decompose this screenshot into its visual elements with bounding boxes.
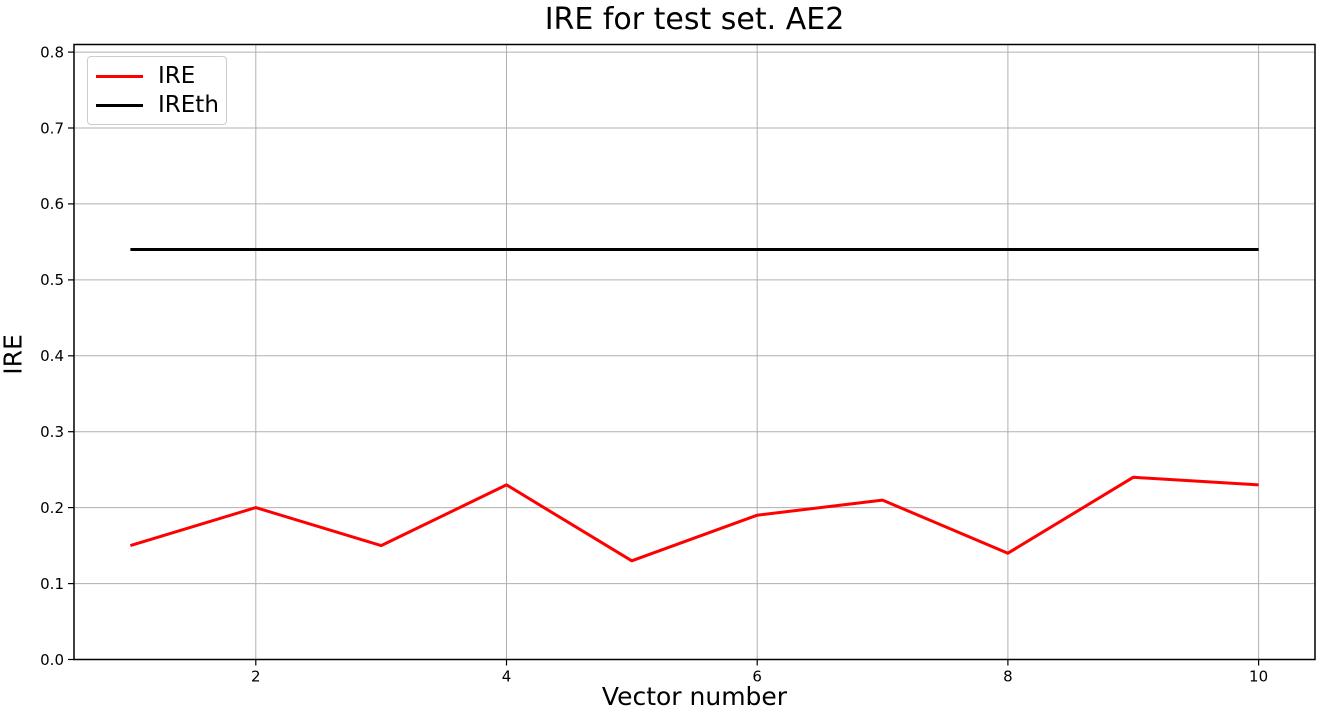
legend-line-sample-ireth [96,103,143,107]
x-tick-label: 2 [251,668,261,686]
legend-line-sample-ire [96,74,143,78]
chart-title: IRE for test set. AE2 [544,2,845,37]
legend-label-ire: IRE [158,62,196,89]
legend-item-ireth: IREth [96,91,219,118]
legend: IRE IREth [87,56,227,125]
y-tick-label: 0.1 [40,575,64,593]
legend-label-ireth: IREth [158,91,219,118]
legend-item-ire: IRE [96,64,216,88]
y-tick-label: 0.2 [40,499,64,517]
y-tick-label: 0.7 [40,119,64,137]
y-tick-label: 0.5 [40,271,64,289]
y-tick-label: 0.6 [40,195,64,213]
x-tick-label: 6 [752,668,762,686]
series-line-ire [129,475,1259,563]
axes-frame [73,43,1316,661]
x-axis-label: Vector number [601,682,788,711]
y-tick-label: 0.0 [40,651,64,669]
x-tick-label: 10 [1249,668,1268,686]
y-tick-label: 0.4 [40,347,64,365]
y-tick-label: 0.8 [40,43,64,61]
x-tick-label: 8 [1003,668,1013,686]
y-tick-label: 0.3 [40,423,64,441]
x-tick-label: 4 [502,668,512,686]
